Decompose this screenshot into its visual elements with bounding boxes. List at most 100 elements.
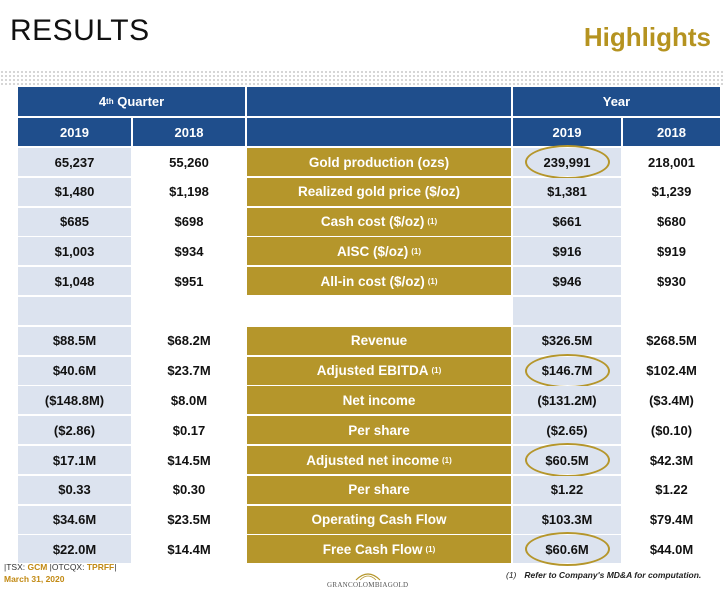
- cell-q2018: $0.30: [133, 475, 245, 504]
- cell-q2018: $23.5M: [133, 505, 245, 534]
- cell-y2018: $42.3M: [623, 446, 720, 474]
- cell-q2018: $23.7M: [133, 356, 245, 385]
- cell-y2018: $102.4M: [623, 356, 720, 385]
- cell-q2018: $8.0M: [133, 386, 245, 415]
- col-label-header: [247, 118, 511, 146]
- cell-y2019: $916: [513, 237, 621, 266]
- footnote: (1) Refer to Company's MD&A for computati…: [506, 570, 701, 580]
- cell-y2018: $930: [623, 267, 720, 296]
- metric-label: Operating Cash Flow: [247, 505, 511, 534]
- col-y2019-header: 2019: [513, 118, 621, 146]
- metric-label-text: Adjusted net income: [306, 452, 439, 468]
- cell-y2018: $680: [623, 207, 720, 236]
- metric-label: Per share: [247, 416, 511, 445]
- cell-y2019: $326.5M: [513, 326, 621, 355]
- metric-label-text: Free Cash Flow: [322, 541, 423, 557]
- cell-y2019: $60.5M: [513, 446, 621, 474]
- cell-q2018: $1,198: [133, 177, 245, 206]
- footer-date: March 31, 2020: [4, 574, 65, 584]
- cell-q2019: $34.6M: [18, 505, 131, 534]
- cell-q2018: 55,260: [133, 148, 245, 176]
- cell-q2018: $951: [133, 267, 245, 296]
- metric-label: Gold production (ozs): [247, 148, 511, 176]
- cell-q2019: $0.33: [18, 475, 131, 504]
- metric-label-text: Realized gold price ($/oz): [297, 184, 461, 200]
- metric-label-text: Revenue: [350, 333, 408, 349]
- spacer-cell: [513, 297, 621, 325]
- metric-label: Per share: [247, 475, 511, 504]
- metric-label-text: Adjusted EBITDA: [316, 363, 429, 379]
- cell-y2019: ($131.2M): [513, 386, 621, 415]
- metric-label: Adjusted net income (1): [247, 446, 511, 474]
- cell-q2019: $1,480: [18, 177, 131, 206]
- footnote-marker: (1): [411, 246, 422, 256]
- metric-label-text: Net income: [342, 392, 416, 408]
- footnote-marker: (1): [427, 217, 438, 227]
- metric-label-text: All-in cost ($/oz): [320, 273, 425, 289]
- footnote-marker: (1): [427, 276, 438, 286]
- footnote-text: Refer to Company's MD&A for computation.: [524, 570, 702, 580]
- cell-y2018: $1.22: [623, 475, 720, 504]
- footnote-marker: (1): [425, 544, 436, 554]
- quarter-header-text: Quarter: [113, 94, 165, 109]
- footer-tickers: |TSX: GCM |OTCQX: TPRFF| March 31, 2020: [4, 561, 116, 585]
- quarter-header-number: 4: [98, 94, 107, 109]
- metric-label: Adjusted EBITDA (1): [247, 356, 511, 385]
- otcqx-prefix: |OTCQX:: [47, 562, 87, 572]
- cell-q2019: ($148.8M): [18, 386, 131, 415]
- spacer-cell: [247, 297, 511, 325]
- otcqx-ticker: TPRFF: [86, 562, 115, 572]
- cell-y2018: ($0.10): [623, 416, 720, 445]
- metric-label-text: Gold production (ozs): [308, 154, 450, 170]
- cell-q2019: $685: [18, 207, 131, 236]
- company-logo-text: GRANCOLOMBIAGOLD: [327, 581, 409, 589]
- cell-q2019: $88.5M: [18, 326, 131, 355]
- page-subtitle: Highlights: [583, 22, 711, 52]
- ticker-suffix: |: [114, 562, 117, 572]
- spacer-cell: [133, 297, 245, 325]
- cell-y2018: $1,239: [623, 177, 720, 206]
- cell-y2019: $103.3M: [513, 505, 621, 534]
- cell-y2019: $60.6M: [513, 535, 621, 564]
- year-header: Year: [513, 87, 720, 116]
- cell-q2018: $0.17: [133, 416, 245, 445]
- cell-q2019: ($2.86): [18, 416, 131, 445]
- dotted-divider: [0, 70, 725, 86]
- cell-q2019: $22.0M: [18, 535, 131, 564]
- tsx-prefix: |TSX:: [4, 562, 28, 572]
- cell-q2018: $698: [133, 207, 245, 236]
- spacer-cell: [18, 297, 131, 325]
- cell-y2019: $946: [513, 267, 621, 296]
- metric-label: Realized gold price ($/oz): [247, 177, 511, 206]
- cell-y2018: $268.5M: [623, 326, 720, 355]
- cell-q2019: 65,237: [18, 148, 131, 176]
- footnote-marker: (1): [431, 366, 442, 376]
- page-title: RESULTS: [10, 14, 150, 47]
- cell-q2019: $1,003: [18, 237, 131, 266]
- cell-q2019: $1,048: [18, 267, 131, 296]
- cell-q2018: $14.4M: [133, 535, 245, 564]
- cell-y2019: $661: [513, 207, 621, 236]
- metric-label: All-in cost ($/oz) (1): [247, 267, 511, 296]
- metric-label-text: AISC ($/oz): [336, 243, 409, 259]
- cell-q2019: $17.1M: [18, 446, 131, 474]
- cell-q2018: $14.5M: [133, 446, 245, 474]
- cell-y2018: $79.4M: [623, 505, 720, 534]
- cell-q2019: $40.6M: [18, 356, 131, 385]
- metric-label: Net income: [247, 386, 511, 415]
- metric-label-text: Cash cost ($/oz): [320, 214, 425, 230]
- cell-q2018: $934: [133, 237, 245, 266]
- metric-label-text: Per share: [348, 482, 410, 498]
- metric-label: Revenue: [247, 326, 511, 355]
- middle-header: [247, 87, 511, 116]
- cell-y2018: $919: [623, 237, 720, 266]
- cell-y2018: ($3.4M): [623, 386, 720, 415]
- company-logo-icon: [355, 573, 381, 581]
- metric-label: AISC ($/oz) (1): [247, 237, 511, 266]
- footnote-marker: (1): [441, 455, 452, 465]
- quarter-header-sup: th: [106, 97, 114, 106]
- footnote-number: (1): [506, 570, 517, 580]
- col-y2018-header: 2018: [623, 118, 720, 146]
- metric-label-text: Operating Cash Flow: [311, 512, 447, 528]
- col-q2019-header: 2019: [18, 118, 131, 146]
